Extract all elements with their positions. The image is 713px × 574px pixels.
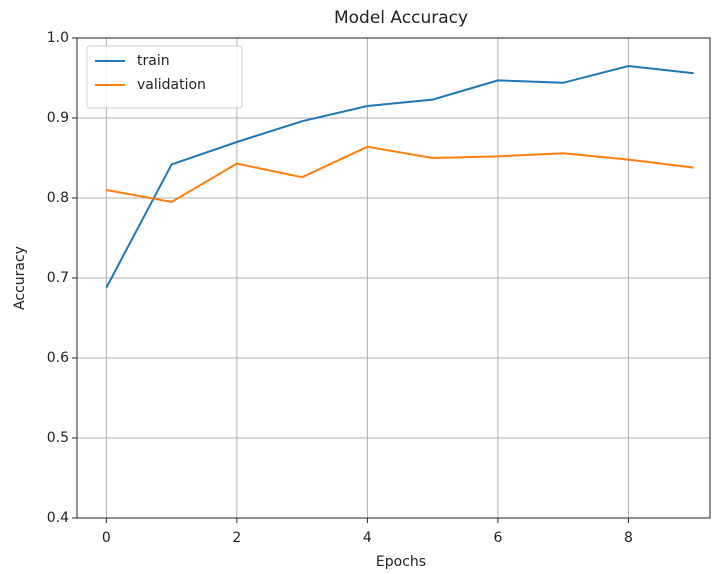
y-axis-label: Accuracy <box>12 246 28 310</box>
x-tick-label: 8 <box>624 530 633 546</box>
x-tick-label: 2 <box>232 530 241 546</box>
y-tick-label: 0.7 <box>47 270 69 286</box>
x-tick-label: 4 <box>363 530 372 546</box>
legend-label: train <box>137 53 170 69</box>
y-tick-label: 0.9 <box>47 110 69 126</box>
x-tick-label: 0 <box>102 530 111 546</box>
y-tick-label: 0.8 <box>47 190 69 206</box>
line-series <box>105 64 694 289</box>
x-axis-label: Epochs <box>376 554 426 570</box>
line-series <box>106 145 694 204</box>
legend-box <box>86 45 243 109</box>
legend: train validation <box>86 45 243 109</box>
y-tick-label: 0.4 <box>47 510 69 526</box>
x-tick-label: 6 <box>493 530 502 546</box>
y-tick-label: 0.6 <box>47 350 69 366</box>
y-tick-label: 0.5 <box>47 430 69 446</box>
legend-label: validation <box>137 77 206 93</box>
y-tick-label: 1.0 <box>47 30 69 46</box>
plot-frame <box>76 37 711 519</box>
chart-title: Model Accuracy <box>334 8 468 28</box>
